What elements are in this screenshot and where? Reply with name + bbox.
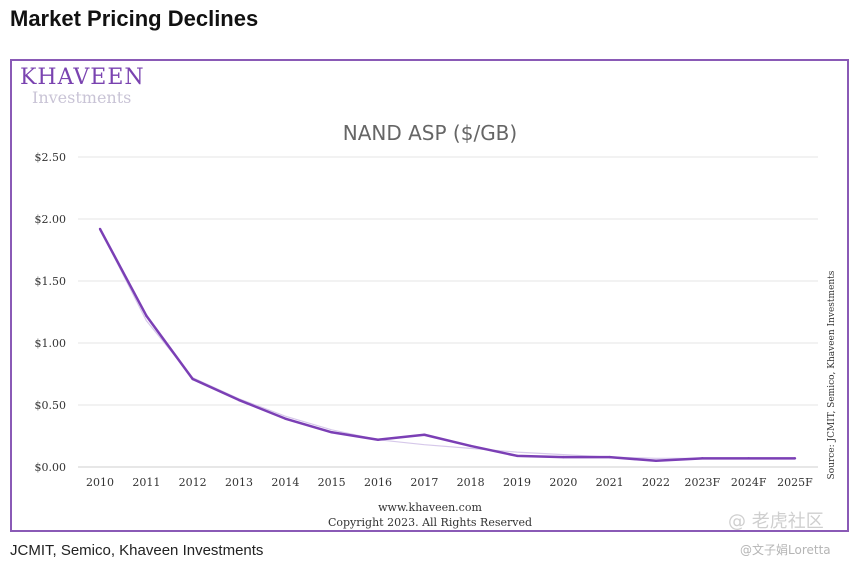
y-tick-label: $0.00: [35, 461, 67, 474]
x-tick-label: 2017: [410, 476, 438, 489]
data-point: [469, 444, 472, 448]
chart-frame: [10, 59, 849, 532]
data-point: [98, 227, 102, 231]
watermark-user: @文子娟Loretta: [740, 543, 831, 557]
x-tick-label: 2024F: [731, 476, 767, 489]
data-point: [423, 433, 426, 436]
trend-line: [99, 228, 795, 459]
x-tick-label: 2015: [318, 476, 346, 489]
image-caption: JCMIT, Semico, Khaveen Investments: [10, 542, 264, 559]
x-tick-label: 2014: [271, 476, 299, 489]
y-tick-label: $1.50: [35, 275, 67, 288]
data-point: [747, 457, 750, 460]
data-point: [515, 454, 519, 458]
x-tick-label: 2025F: [777, 476, 813, 489]
page-title: Market Pricing Declines: [10, 6, 259, 31]
footer-url: www.khaveen.com: [378, 501, 482, 514]
x-tick-label: 2012: [179, 476, 207, 489]
data-point: [284, 417, 287, 420]
y-tick-label: $1.00: [35, 337, 67, 350]
x-tick-label: 2023F: [685, 476, 721, 489]
data-point: [654, 459, 658, 462]
x-tick-label: 2013: [225, 476, 253, 489]
data-point: [562, 455, 565, 459]
data-point: [701, 457, 704, 460]
x-tick-label: 2016: [364, 476, 392, 489]
data-point: [237, 398, 241, 402]
x-tick-label: 2021: [596, 476, 624, 489]
y-tick-label: $2.50: [35, 151, 67, 164]
khaveen-logo: KHAVEEN: [20, 65, 145, 90]
data-point: [145, 314, 148, 317]
x-tick-label: 2010: [86, 476, 114, 489]
x-tick-label: 2011: [132, 476, 160, 489]
y-tick-label: $2.00: [35, 213, 67, 226]
data-point: [376, 438, 380, 441]
data-point: [793, 457, 797, 460]
chart-title: NAND ASP ($/GB): [343, 121, 517, 145]
khaveen-logo-sub: Investments: [32, 88, 132, 107]
x-tick-label: 2018: [457, 476, 485, 489]
data-point: [330, 431, 333, 434]
watermark-brand: @ 老虎社区: [728, 511, 824, 532]
data-point: [608, 455, 611, 459]
data-point: [191, 377, 194, 381]
source-note: Source: JCMIT, Semico, Khaveen Investmen…: [827, 270, 837, 479]
x-tick-label: 2020: [549, 476, 577, 489]
footer-copyright: Copyright 2023. All Rights Reserved: [328, 516, 532, 529]
x-tick-label: 2022: [642, 476, 670, 489]
y-tick-label: $0.50: [35, 399, 67, 412]
series-line-nand-asp: [98, 228, 795, 463]
x-tick-label: 2019: [503, 476, 531, 489]
